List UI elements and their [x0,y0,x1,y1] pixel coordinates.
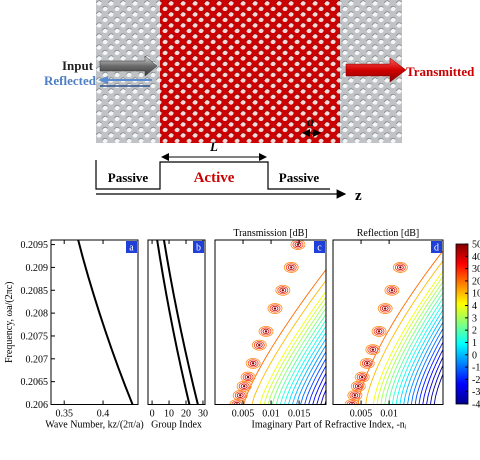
resonance [372,348,374,350]
colorbar-tick-label: 1 [472,338,477,349]
resonance [247,376,249,378]
colorbar-tick-label: 40 [472,252,480,263]
resonance [399,266,401,268]
resonance [274,307,276,309]
colorbar-tick-label: 4 [472,301,477,312]
contour-line [408,240,480,405]
colorbar [456,244,468,404]
y-tick-label: 0.209 [26,263,49,274]
resonance [384,307,386,309]
x-axis-label: Imaginary Part of Refractive Index, -nᵢ [252,420,407,431]
resonance [366,362,368,364]
axes-frame [333,240,443,405]
y-tick-label: 0.206 [26,400,49,411]
resonance [239,394,241,396]
colorbar-tick-label: 3 [472,313,477,324]
x-tick-label: 20 [181,409,191,420]
axes-frame [215,240,326,405]
x-tick-label: 30 [198,409,208,420]
x-tick-label: 0.01 [380,409,398,420]
passive-label: Passive [279,170,320,185]
passive-label: Passive [108,170,149,185]
panel-title: Transmission [dB] [233,228,307,239]
curve [78,240,132,405]
colorbar-tick-label: 2 [472,326,477,337]
x-tick-label: 0 [150,409,155,420]
colorbar-tick-label: 20 [472,276,480,287]
curve [157,240,189,405]
y-axis-label: Frequency, ωa/(2πc) [4,281,15,363]
z-label: z [355,188,362,204]
y-tick-label: 0.208 [26,309,49,320]
period-label: a [307,115,314,130]
x-tick-label: 0.01 [262,409,280,420]
resonance [258,344,260,346]
panel-title: Reflection [dB] [357,228,419,239]
y-tick-label: 0.207 [26,354,49,365]
colorbar-tick-label: -3 [472,387,480,398]
axes-frame [51,240,138,405]
x-tick-label: 0.35 [55,409,73,420]
colorbar-tick-label: 50 [472,240,480,251]
colorbar-tick-label: -1 [472,363,480,374]
curve [164,240,198,405]
colorbar-tick-label: 30 [472,264,480,275]
x-tick-label: 10 [164,409,174,420]
charts: 0.35 0.4 0.206 0.2065 0.207 0.2075 0.208 0.2085… [4,228,480,431]
input-label: Input [62,58,94,73]
y-tick-label: 0.2065 [21,377,49,388]
contour-line [404,240,480,405]
colorbar-tick-label: -2 [472,375,480,386]
y-tick-label: 0.2085 [21,286,49,297]
colorbar-tick-label: -4 [472,400,480,411]
active-label: Active [194,170,235,186]
resonance [378,330,380,332]
resonance [282,289,284,291]
panel-label: c [317,243,322,254]
resonance [357,385,359,387]
resonance [290,266,292,268]
x-axis-label: Group Index [151,420,202,431]
plot-area [78,240,132,405]
axes-frame [148,240,205,405]
resonance [354,394,356,396]
resonance [361,376,363,378]
plot-area [157,240,198,405]
colorbar-tick-label: 0 [472,350,477,361]
length-label: L [209,139,218,154]
contour-line [284,240,389,405]
transmitted-label: Transmitted [406,64,475,79]
panel-label: d [434,243,439,254]
colorbar-tick-label: 10 [472,289,480,300]
resonance [265,330,267,332]
reflected-label: Reflected [44,73,97,88]
panel-label: b [196,243,201,254]
y-tick-label: 0.2095 [21,240,49,251]
figure: Input Reflected Transmitted a L Passive … [0,0,480,455]
x-tick-label: 0.005 [232,409,255,420]
resonance [252,362,254,364]
x-tick-label: 0.4 [97,409,110,420]
y-tick-label: 0.2075 [21,331,49,342]
contour-line [415,240,480,405]
resonance [391,289,393,291]
resonance [243,385,245,387]
x-axis-label: Wave Number, kz/(2π/a) [45,420,144,431]
panel-label: a [129,243,134,254]
x-tick-label: 0.015 [288,409,311,420]
x-tick-label: 0.005 [350,409,373,420]
